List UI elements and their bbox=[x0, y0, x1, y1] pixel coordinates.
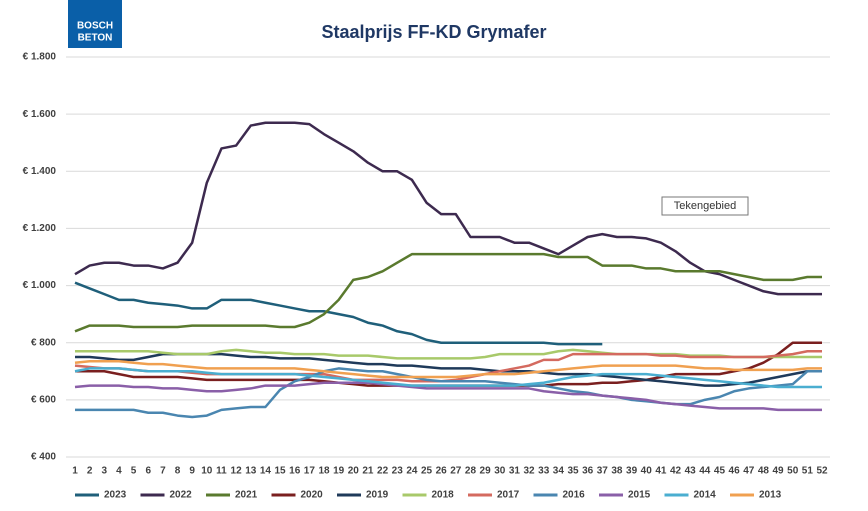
x-tick-label: 18 bbox=[318, 466, 330, 477]
y-tick-label: € 1.200 bbox=[23, 223, 57, 234]
x-tick-label: 9 bbox=[189, 466, 195, 477]
tooltip bbox=[661, 196, 749, 216]
logo bbox=[68, 0, 122, 48]
x-tick-label: 47 bbox=[743, 466, 755, 477]
legend-label: 2016 bbox=[563, 490, 586, 501]
x-tick-label: 38 bbox=[611, 466, 623, 477]
legend-label: 2018 bbox=[432, 490, 455, 501]
x-tick-label: 26 bbox=[436, 466, 448, 477]
x-tick-label: 42 bbox=[670, 466, 682, 477]
y-tick-label: € 800 bbox=[31, 337, 56, 348]
legend-label: 2014 bbox=[694, 490, 717, 501]
x-tick-label: 52 bbox=[816, 466, 828, 477]
x-tick-label: 35 bbox=[567, 466, 579, 477]
x-tick-label: 39 bbox=[626, 466, 638, 477]
series-line bbox=[74, 252, 822, 333]
x-tick-label: 16 bbox=[289, 466, 301, 477]
series-line bbox=[74, 360, 822, 379]
x-tick-label: 32 bbox=[523, 466, 535, 477]
legend-label: 2017 bbox=[497, 490, 520, 501]
series-line bbox=[74, 281, 603, 346]
tooltip-text: Tekengebied bbox=[674, 200, 736, 212]
x-tick-label: 21 bbox=[362, 466, 374, 477]
legend-label: 2015 bbox=[628, 490, 651, 501]
x-tick-label: 30 bbox=[494, 466, 506, 477]
x-tick-label: 44 bbox=[699, 466, 711, 477]
x-tick-label: 4 bbox=[116, 466, 122, 477]
x-tick-label: 15 bbox=[274, 466, 286, 477]
x-tick-label: 23 bbox=[392, 466, 404, 477]
x-tick-label: 13 bbox=[245, 466, 257, 477]
series-line bbox=[74, 381, 822, 412]
x-tick-label: 50 bbox=[787, 466, 799, 477]
x-tick-label: 1 bbox=[72, 466, 78, 477]
legend-label: 2020 bbox=[301, 490, 324, 501]
x-tick-label: 19 bbox=[333, 466, 345, 477]
x-tick-label: 22 bbox=[377, 466, 389, 477]
x-tick-label: 20 bbox=[348, 466, 360, 477]
x-tick-label: 40 bbox=[641, 466, 653, 477]
y-tick-label: € 1.400 bbox=[23, 166, 57, 177]
legend-label: 2019 bbox=[366, 490, 389, 501]
x-tick-label: 24 bbox=[406, 466, 418, 477]
x-tick-label: 10 bbox=[201, 466, 213, 477]
x-tick-label: 12 bbox=[231, 466, 243, 477]
x-tick-label: 28 bbox=[465, 466, 477, 477]
x-tick-label: 36 bbox=[582, 466, 594, 477]
legend-label: 2021 bbox=[235, 490, 258, 501]
x-tick-label: 25 bbox=[421, 466, 433, 477]
x-tick-label: 41 bbox=[655, 466, 667, 477]
x-tick-label: 14 bbox=[260, 466, 272, 477]
x-tick-label: 3 bbox=[102, 466, 108, 477]
y-tick-label: € 1.000 bbox=[23, 280, 57, 291]
legend-label: 2023 bbox=[104, 490, 127, 501]
y-tick-label: € 1.600 bbox=[23, 109, 57, 120]
x-tick-label: 8 bbox=[175, 466, 181, 477]
x-tick-label: 11 bbox=[216, 466, 227, 477]
series-line bbox=[75, 367, 822, 419]
x-tick-label: 43 bbox=[685, 466, 697, 477]
x-tick-label: 7 bbox=[160, 466, 166, 477]
y-tick-label: € 600 bbox=[31, 394, 56, 405]
series-line bbox=[74, 121, 822, 296]
y-tick-label: € 1.800 bbox=[23, 52, 57, 63]
x-tick-label: 49 bbox=[772, 466, 784, 477]
y-tick-label: € 400 bbox=[31, 452, 56, 463]
legend-label: 2013 bbox=[759, 490, 782, 501]
logo-text: BOSCH bbox=[77, 21, 113, 32]
x-tick-label: 51 bbox=[802, 466, 814, 477]
series-line bbox=[74, 367, 822, 389]
x-tick-label: 27 bbox=[450, 466, 462, 477]
x-tick-label: 45 bbox=[714, 466, 726, 477]
x-tick-label: 6 bbox=[145, 466, 151, 477]
series-line bbox=[75, 348, 822, 360]
x-tick-label: 48 bbox=[758, 466, 770, 477]
x-tick-label: 29 bbox=[480, 466, 492, 477]
x-tick-label: 46 bbox=[729, 466, 741, 477]
x-tick-label: 34 bbox=[553, 466, 565, 477]
x-tick-label: 2 bbox=[87, 466, 93, 477]
x-tick-label: 5 bbox=[131, 466, 137, 477]
logo-text: BETON bbox=[78, 33, 113, 44]
legend-label: 2022 bbox=[170, 490, 193, 501]
x-tick-label: 33 bbox=[538, 466, 550, 477]
x-tick-label: 31 bbox=[509, 466, 521, 477]
x-tick-label: 17 bbox=[304, 466, 316, 477]
x-tick-label: 37 bbox=[597, 466, 609, 477]
chart-title: Staalprijs FF-KD Grymafer bbox=[321, 22, 546, 42]
